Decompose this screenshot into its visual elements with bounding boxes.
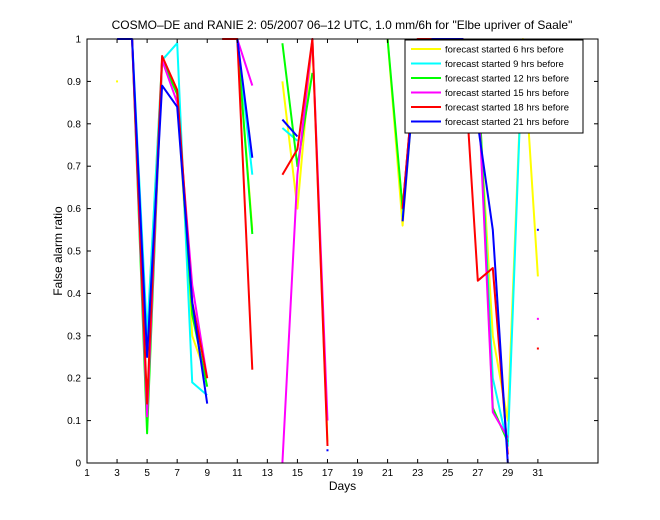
x-tick-label: 1 <box>84 468 90 479</box>
series-point <box>326 449 329 452</box>
y-axis: 0 0.1 0.2 0.3 0.4 0.5 0.6 0.7 0.8 0.9 1 <box>67 35 598 470</box>
y-tick-label: 0.5 <box>67 247 81 258</box>
series-point <box>536 347 539 350</box>
x-tick-label: 31 <box>532 468 544 479</box>
x-tick-label: 19 <box>352 468 364 479</box>
y-tick-label: 0.1 <box>67 416 81 427</box>
legend-label: forecast started 21 hrs before <box>445 117 569 128</box>
x-tick-label: 11 <box>232 468 243 479</box>
x-axis: 1 3 5 7 9 11 13 15 17 19 21 23 25 27 29 31 <box>84 39 544 479</box>
y-tick-label: 0.9 <box>67 77 81 88</box>
y-tick-label: 0.8 <box>67 119 81 130</box>
x-tick-label: 15 <box>292 468 304 479</box>
x-tick-label: 29 <box>502 468 514 479</box>
legend: forecast started 6 hrs before forecast st… <box>404 39 584 134</box>
y-axis-label: False alarm ratio <box>51 206 65 296</box>
x-tick-label: 17 <box>322 468 334 479</box>
x-tick-label: 27 <box>472 468 484 479</box>
legend-label: forecast started 18 hrs before <box>445 103 569 114</box>
y-tick-label: 0.7 <box>67 162 81 173</box>
x-tick-label: 9 <box>204 468 210 479</box>
x-tick-label: 23 <box>412 468 424 479</box>
x-tick-label: 5 <box>144 468 150 479</box>
series-line <box>236 38 254 158</box>
y-tick-label: 1 <box>75 35 81 46</box>
y-tick-label: 0.3 <box>67 331 81 342</box>
y-tick-label: 0.6 <box>67 204 81 215</box>
series-line <box>281 38 329 447</box>
series-point <box>536 228 539 231</box>
x-tick-label: 21 <box>382 468 394 479</box>
y-tick-label: 0.2 <box>67 374 81 385</box>
x-tick-label: 7 <box>174 468 180 479</box>
y-tick-label: 0 <box>75 459 81 470</box>
y-tick-label: 0.4 <box>67 289 81 300</box>
legend-label: forecast started 9 hrs before <box>445 59 564 70</box>
series-point <box>116 80 119 83</box>
x-tick-label: 3 <box>114 468 120 479</box>
legend-label: forecast started 12 hrs before <box>445 74 569 85</box>
x-tick-label: 13 <box>262 468 274 479</box>
x-tick-label: 25 <box>442 468 454 479</box>
series-point <box>536 317 539 320</box>
legend-label: forecast started 15 hrs before <box>445 88 569 99</box>
legend-box <box>404 39 584 134</box>
x-axis-label: Days <box>329 479 356 493</box>
chart-title: COSMO–DE and RANIE 2: 05/2007 06–12 UTC,… <box>112 18 573 32</box>
legend-label: forecast started 6 hrs before <box>445 45 564 56</box>
series-line <box>281 118 299 138</box>
